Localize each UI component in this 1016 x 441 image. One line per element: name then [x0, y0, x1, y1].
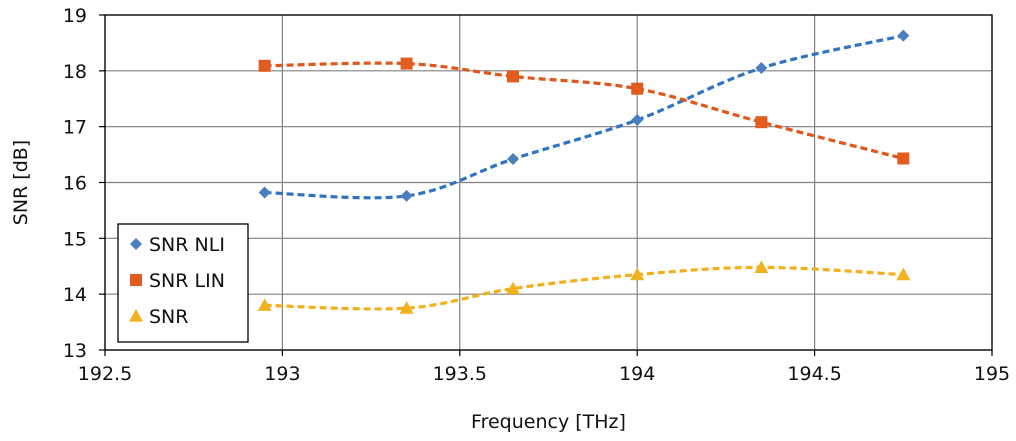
data-point-diamond [401, 190, 413, 202]
y-tick-label: 19 [63, 5, 87, 27]
y-tick-label: 14 [63, 284, 87, 306]
y-tick-label: 18 [63, 61, 87, 83]
x-axis-title: Frequency [THz] [471, 411, 626, 433]
y-axis-title: SNR [dB] [10, 140, 32, 225]
trendline-square [265, 63, 904, 158]
data-point-square [631, 83, 643, 95]
legend-entry: SNR NLI [149, 234, 225, 256]
trendline-triangle [265, 267, 904, 309]
x-tick-label: 194.5 [787, 363, 841, 385]
data-point-square [897, 152, 909, 164]
y-tick-label: 17 [63, 117, 87, 139]
y-tick-label: 15 [63, 228, 87, 250]
data-point-diamond [507, 153, 519, 165]
x-tick-label: 192.5 [78, 363, 132, 385]
trendline-diamond [265, 36, 904, 198]
y-tick-label: 16 [63, 173, 87, 195]
x-tick-label: 193 [264, 363, 300, 385]
y-tick-label: 13 [63, 340, 87, 362]
x-tick-label: 195 [974, 363, 1010, 385]
legend: SNR NLI SNR LIN SNR [118, 224, 248, 342]
data-point-square [507, 70, 519, 82]
y-tick-labels: 13 14 15 16 17 18 19 [63, 5, 87, 362]
data-point-square [755, 116, 767, 128]
data-point-diamond [259, 187, 271, 199]
x-tick-label: 194 [619, 363, 655, 385]
data-point-diamond [755, 62, 767, 74]
x-tick-label: 193.5 [433, 363, 487, 385]
data-point-triangle [896, 268, 910, 281]
x-tick-labels: 192.5 193 193.5 194 194.5 195 [78, 363, 1010, 385]
data-point-diamond [631, 114, 643, 126]
legend-entry: SNR LIN [149, 270, 225, 292]
data-point-square [401, 58, 413, 70]
legend-marker-square [130, 274, 142, 286]
data-point-triangle [754, 260, 768, 273]
data-point-diamond [897, 30, 909, 42]
legend-entry: SNR [149, 306, 188, 328]
data-points [258, 30, 911, 314]
data-point-square [259, 60, 271, 72]
trendlines [265, 36, 904, 309]
